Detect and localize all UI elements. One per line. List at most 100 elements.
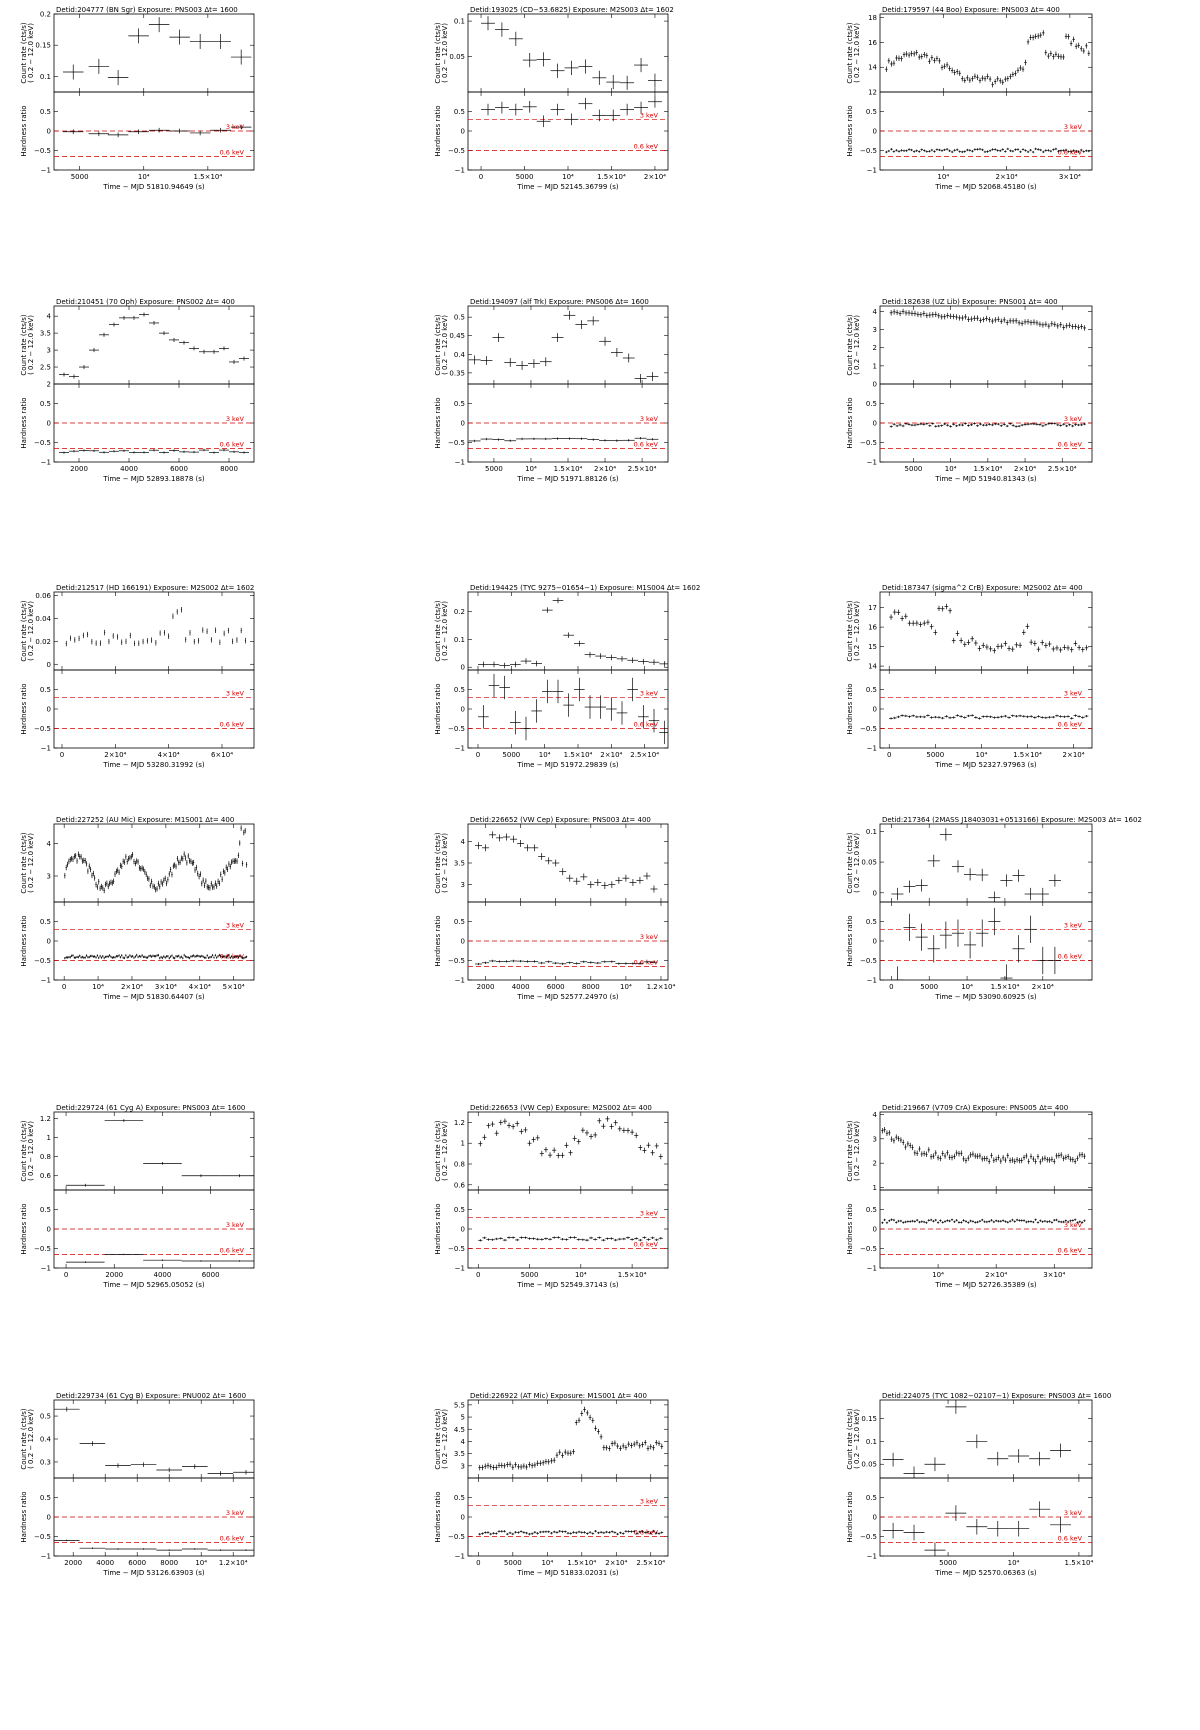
hr-point	[940, 424, 944, 427]
rate-point	[1074, 43, 1078, 50]
hr-point	[79, 1547, 106, 1549]
hr-point	[902, 149, 906, 152]
y-tick-label: 0.2	[454, 608, 465, 616]
hr-point	[901, 424, 905, 428]
rate-point	[938, 58, 941, 64]
rate-point	[207, 1471, 234, 1476]
rate-point	[221, 876, 223, 882]
rate-point	[83, 857, 85, 864]
x-tick-label: 0	[60, 751, 64, 759]
hr-point	[959, 715, 963, 718]
hr-series	[62, 124, 252, 138]
hr-point	[103, 956, 105, 960]
hr-point	[999, 424, 1003, 427]
hr-tick-label: 0	[873, 938, 877, 946]
hr-point	[962, 716, 967, 719]
rate-point	[574, 1419, 578, 1426]
y-tick-label: 0.15	[35, 42, 51, 50]
hr-point	[924, 1542, 946, 1556]
rate-point	[201, 880, 203, 887]
rate-point	[106, 880, 108, 887]
rate-point	[1019, 65, 1022, 71]
rate-point	[936, 1154, 940, 1161]
ref-line-06kev-label: 0.6 keV	[220, 148, 245, 156]
rate-point	[928, 58, 931, 65]
lightcurve-chart: Detid:182638 (UZ Lib) Exposure: PNS001 Δ…	[846, 298, 1093, 483]
hr-point	[66, 956, 69, 959]
rate-axes	[467, 13, 669, 93]
y-tick-label: 2	[873, 1160, 877, 1168]
rate-point	[610, 1440, 614, 1447]
hr-point	[987, 1520, 1009, 1537]
rate-point	[215, 627, 217, 633]
ref-line-06kev-label: 0.6 keV	[1058, 721, 1083, 729]
rate-point	[915, 620, 919, 626]
hr-point	[634, 1237, 639, 1240]
y-tick-label: 0.4	[40, 1436, 52, 1444]
hr-tick-label: −1	[455, 459, 465, 467]
hr-point	[1044, 149, 1048, 152]
hr-point	[128, 129, 149, 135]
hr-tick-label: 0	[873, 420, 877, 428]
hr-point	[946, 424, 950, 427]
x-tick-label: 1.5×10⁴	[554, 465, 583, 473]
lightcurve-chart: Detid:229734 (61 Cyg B) Exposure: PNU002…	[20, 1392, 255, 1577]
panel-title: Detid:212517 (HD 166191) Exposure: M2S00…	[56, 584, 254, 592]
rate-point	[941, 1150, 944, 1157]
y-tick-label: 1	[873, 1184, 877, 1192]
rate-point	[232, 858, 234, 864]
y-tick-label: 4	[47, 840, 52, 848]
hr-point	[576, 1238, 581, 1241]
rate-point	[539, 357, 552, 367]
rate-point	[985, 644, 989, 650]
hr-tick-label: −1	[41, 1553, 51, 1561]
panel-title: Detid:226652 (VW Cep) Exposure: PNS003 Δ…	[470, 816, 651, 824]
hr-point	[638, 1530, 642, 1534]
hr-point	[163, 955, 165, 958]
ref-line-3kev-label: 3 keV	[1064, 1509, 1083, 1517]
rate-point	[895, 309, 899, 316]
hr-ylabel: Hardness ratio	[20, 683, 28, 734]
hr-point	[953, 149, 956, 152]
rate-point	[182, 1464, 208, 1469]
hr-point	[530, 1532, 534, 1535]
hr-point	[176, 955, 179, 958]
hr-point	[1083, 1219, 1086, 1222]
hr-tick-label: 0.5	[40, 400, 51, 408]
hr-tick-label: 0.5	[454, 400, 465, 408]
hr-tick-label: 0	[47, 1514, 51, 1522]
hr-tick-label: 0.5	[866, 108, 877, 116]
rate-point	[511, 1464, 515, 1470]
rate-point	[903, 880, 916, 893]
hr-point	[478, 1532, 482, 1536]
hr-ylabel: Hardness ratio	[20, 1491, 28, 1542]
rate-point	[1024, 887, 1037, 901]
rate-axes	[467, 823, 669, 903]
rate-point	[85, 861, 88, 867]
rate-point	[176, 609, 178, 615]
hr-point	[646, 438, 659, 441]
rate-point	[1050, 1156, 1054, 1163]
rate-point	[1078, 1152, 1081, 1158]
rate-point	[95, 640, 97, 646]
hr-point	[244, 956, 246, 959]
hr-point	[638, 705, 649, 729]
rate-point	[68, 858, 70, 864]
hr-point	[1040, 716, 1045, 719]
rate-ylabel: Count rate (cts/s)	[20, 22, 28, 83]
rate-point	[1001, 1155, 1005, 1161]
rate-point	[99, 885, 101, 891]
hr-point	[945, 148, 949, 151]
ref-line-3kev-label: 3 keV	[640, 1209, 659, 1217]
hr-point	[990, 1219, 993, 1222]
hr-series	[891, 907, 1061, 980]
hr-point	[900, 714, 904, 717]
hr-point	[915, 715, 919, 719]
rate-point	[1071, 323, 1075, 330]
hr-point	[578, 97, 593, 110]
hr-point	[224, 955, 226, 958]
hr-point	[940, 716, 945, 720]
rate-series	[881, 1127, 1086, 1165]
rate-point	[996, 316, 1000, 322]
hr-point	[164, 956, 166, 959]
